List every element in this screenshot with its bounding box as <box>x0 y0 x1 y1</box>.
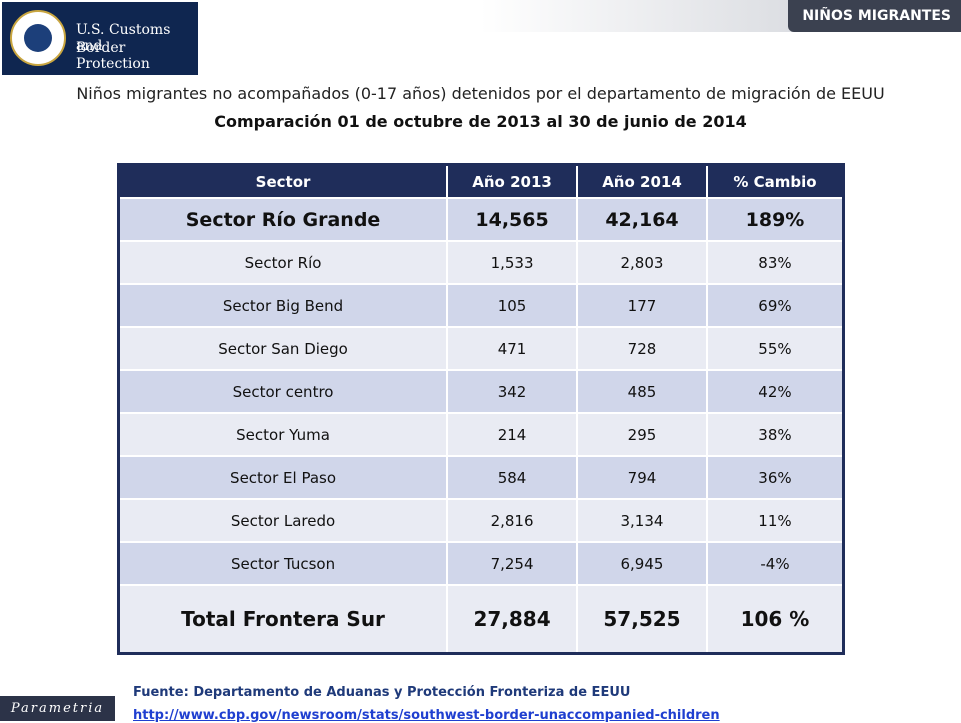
column-header: % Cambio <box>705 163 845 199</box>
title: Niños migrantes no acompañados (0-17 año… <box>76 84 885 103</box>
brand: Parametria <box>0 696 115 721</box>
table-cell: Sector Big Bend <box>117 283 449 328</box>
table-cell: 42% <box>705 369 845 414</box>
table-cell: 11% <box>705 498 845 543</box>
table-cell: 6,945 <box>576 541 708 586</box>
table-cell: Sector Yuma <box>117 412 449 457</box>
column-header: Sector <box>117 163 449 199</box>
table-row: Sector Big Bend 105 177 69% <box>117 283 845 328</box>
logo-text: U.S. Customs and <box>76 22 171 54</box>
table-cell: 2,803 <box>576 240 708 285</box>
table-cell: 728 <box>576 326 708 371</box>
table-row: Sector Río Grande 14,565 42,164 189% <box>117 197 845 242</box>
column-header: Año 2014 <box>576 163 708 199</box>
table-cell: Total Frontera Sur <box>117 584 449 655</box>
table-cell: 485 <box>576 369 708 414</box>
table-cell: Sector Río Grande <box>117 197 449 242</box>
table-cell: 55% <box>705 326 845 371</box>
subtitle: Comparación 01 de octubre de 2013 al 30 … <box>214 112 747 131</box>
table-row: Sector Yuma 214 295 38% <box>117 412 845 457</box>
table-cell: 794 <box>576 455 708 500</box>
table-cell: 177 <box>576 283 708 328</box>
table-cell: 36% <box>705 455 845 500</box>
table-cell: 2,816 <box>446 498 579 543</box>
column-header: Año 2013 <box>446 163 579 199</box>
table-cell: 42,164 <box>576 197 708 242</box>
table-cell: 1,533 <box>446 240 579 285</box>
table-row: Sector Tucson 7,254 6,945 -4% <box>117 541 845 586</box>
table-cell: Sector centro <box>117 369 449 414</box>
logo: U.S. Customs and Border Protection <box>2 2 198 75</box>
table-cell: 214 <box>446 412 579 457</box>
table-cell: 7,254 <box>446 541 579 586</box>
table-cell: 471 <box>446 326 579 371</box>
table-cell: 83% <box>705 240 845 285</box>
table-cell: 342 <box>446 369 579 414</box>
table-cell: 295 <box>576 412 708 457</box>
table-row: Sector San Diego 471 728 55% <box>117 326 845 371</box>
table-cell: Sector San Diego <box>117 326 449 371</box>
table-cell: 69% <box>705 283 845 328</box>
table-cell: Sector Tucson <box>117 541 449 586</box>
table-row: Sector centro 342 485 42% <box>117 369 845 414</box>
source-url[interactable]: http://www.cbp.gov/newsroom/stats/southw… <box>133 708 720 723</box>
badge: NIÑOS MIGRANTES <box>788 0 961 32</box>
seal <box>10 10 66 66</box>
table-row: Sector El Paso 584 794 36% <box>117 455 845 500</box>
table-cell: 584 <box>446 455 579 500</box>
table-cell: 27,884 <box>446 584 579 655</box>
table: Sector Año 2013 Año 2014% Cambio Sector Río… <box>117 163 845 655</box>
table-cell: -4% <box>705 541 845 586</box>
table-cell: 105 <box>446 283 579 328</box>
source: Fuente: Departamento de Aduanas y Protec… <box>133 685 631 700</box>
table-cell: Sector Laredo <box>117 498 449 543</box>
table-cell: 106 % <box>705 584 845 655</box>
header-row: Sector Año 2013 Año 2014% Cambio <box>117 163 845 199</box>
table-cell: 38% <box>705 412 845 457</box>
table-cell: Sector El Paso <box>117 455 449 500</box>
logo-text: Border Protection <box>76 40 150 72</box>
table-row: Sector Laredo 2,816 3,134 11% <box>117 498 845 543</box>
table-cell: 14,565 <box>446 197 579 242</box>
table-cell: 189% <box>705 197 845 242</box>
table-cell: 3,134 <box>576 498 708 543</box>
table-cell: Sector Río <box>117 240 449 285</box>
table-cell: 57,525 <box>576 584 708 655</box>
table-row: Total Frontera Sur 27,884 57,525 106 % <box>117 584 845 655</box>
table-row: Sector Río 1,533 2,803 83% <box>117 240 845 285</box>
